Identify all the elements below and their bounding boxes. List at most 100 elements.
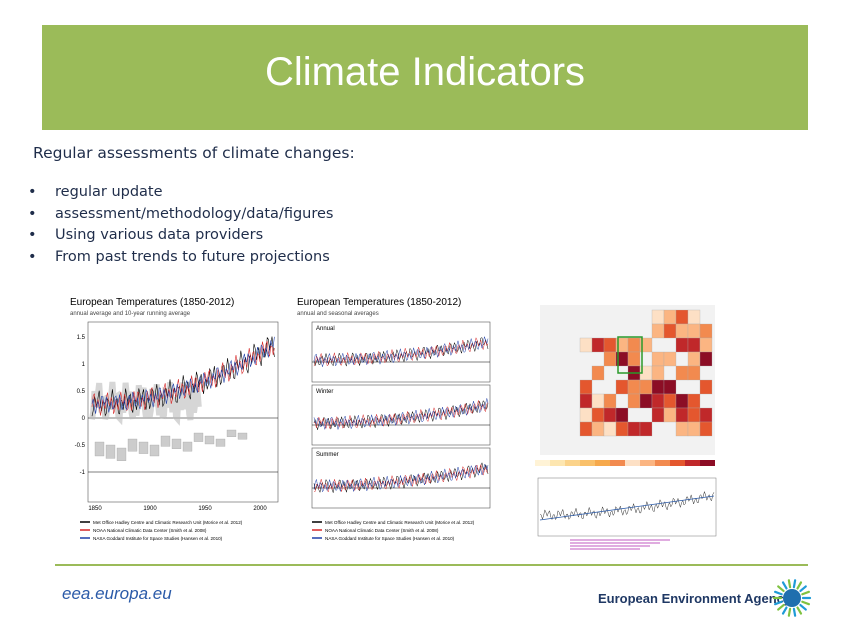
map-highlight <box>617 336 643 374</box>
map-cell <box>675 323 689 339</box>
map-cell <box>591 393 605 409</box>
logo-core <box>783 589 801 607</box>
logo-rays <box>772 579 812 617</box>
map-cell <box>639 421 653 437</box>
map-cell <box>675 365 689 381</box>
footer-url: eea.europa.eu <box>62 584 172 603</box>
map-cell <box>699 379 713 395</box>
illustration-box <box>105 444 116 459</box>
y-tick-label: 1 <box>82 362 86 368</box>
y-tick-label: 1.5 <box>77 335 86 341</box>
map-cell <box>687 421 701 437</box>
logo-ray <box>801 590 811 596</box>
colorbar-cell <box>565 460 580 466</box>
logo-ray <box>799 585 807 593</box>
illustration-box <box>193 432 204 442</box>
illustration-box <box>116 447 127 461</box>
map-cell <box>663 393 677 409</box>
map-cell <box>579 337 593 353</box>
logo-ray <box>773 600 783 606</box>
map-cell <box>615 379 629 395</box>
panel-frame <box>311 384 491 446</box>
map-cell <box>579 407 593 423</box>
illustration-box <box>160 435 171 447</box>
map-cell <box>651 365 665 381</box>
illustration-trend <box>539 495 715 521</box>
illustration-box <box>204 435 215 445</box>
illustration-line <box>313 400 489 430</box>
logo-ray <box>777 585 785 593</box>
logo-ray <box>799 603 807 611</box>
legend-label: NASA Goddard Institute for Space Studies… <box>325 536 455 541</box>
illustration-line <box>313 464 489 493</box>
illustration-box <box>237 432 248 440</box>
y-tick-label: -1 <box>80 470 86 476</box>
map-cell <box>615 421 629 437</box>
colorbar-cell <box>655 460 670 466</box>
map-cell <box>603 407 617 423</box>
map-cell <box>627 393 641 409</box>
illustration-box <box>215 438 226 447</box>
colorbar-cell <box>640 460 655 466</box>
panel-frame <box>311 321 491 383</box>
y-tick-label: 0.5 <box>77 389 86 395</box>
legend-label: NOAA National Climatic Data Center (Smit… <box>93 528 207 533</box>
illustration-box <box>182 441 193 452</box>
colorbar-cell <box>625 460 640 466</box>
colorbar-cell <box>595 460 610 466</box>
y-tick-label: -0.5 <box>75 443 86 449</box>
map-cell <box>651 379 665 395</box>
map-cell <box>615 407 629 423</box>
illustration-line <box>313 463 489 493</box>
title-bar <box>42 25 808 130</box>
map-cell <box>699 323 713 339</box>
slide-title: Climate Indicators <box>264 50 586 94</box>
figure-subtitle: annual and seasonal averages <box>297 311 379 317</box>
logo-ray <box>787 579 792 589</box>
logo-ray <box>781 581 788 590</box>
illustration-box <box>127 438 138 452</box>
legend-label: Met Office Hadley Centre and Climatic Re… <box>325 520 475 525</box>
map-cell <box>663 379 677 395</box>
illustration-band <box>89 381 202 426</box>
legend-label: NOAA National Climatic Data Center (Smit… <box>325 528 439 533</box>
bullet: assessment/methodology/data/figures <box>28 206 333 228</box>
map-cell <box>699 337 713 353</box>
illustration-box <box>226 429 237 437</box>
colorbar-cell <box>580 460 595 466</box>
figure-right <box>535 305 717 550</box>
map-cell <box>699 407 713 423</box>
illustration-line <box>91 340 275 416</box>
plot-frame <box>87 321 279 503</box>
bullet: Using various data providers <box>28 227 333 249</box>
colorbar-cell <box>670 460 685 466</box>
footer-rule <box>55 564 808 566</box>
map-cell <box>687 351 701 367</box>
map-cell <box>627 351 641 367</box>
map-cell <box>675 407 689 423</box>
map-cell <box>699 421 713 437</box>
x-tick-label: 2000 <box>253 506 267 512</box>
legend-label: NASA Goddard Institute for Space Studies… <box>93 536 223 541</box>
colorbar-cell <box>610 460 625 466</box>
logo-ray <box>773 590 783 596</box>
map-cell <box>687 393 701 409</box>
map-cell <box>687 309 701 325</box>
inset-frame <box>537 477 717 537</box>
panel-label: Winter <box>316 389 333 395</box>
map-cell <box>591 407 605 423</box>
map-cell <box>675 309 689 325</box>
x-tick-label: 1850 <box>88 506 102 512</box>
map-cell <box>591 365 605 381</box>
colorbar-cell <box>700 460 715 466</box>
logo-ray <box>796 581 803 590</box>
logo-ray <box>796 606 803 615</box>
map-cell <box>651 323 665 339</box>
agency-logo <box>772 579 812 617</box>
illustration-box <box>171 438 182 449</box>
map-cell <box>663 407 677 423</box>
map-cell <box>675 393 689 409</box>
figure-title: European Temperatures (1850-2012) <box>70 297 234 308</box>
map-cell <box>687 365 701 381</box>
